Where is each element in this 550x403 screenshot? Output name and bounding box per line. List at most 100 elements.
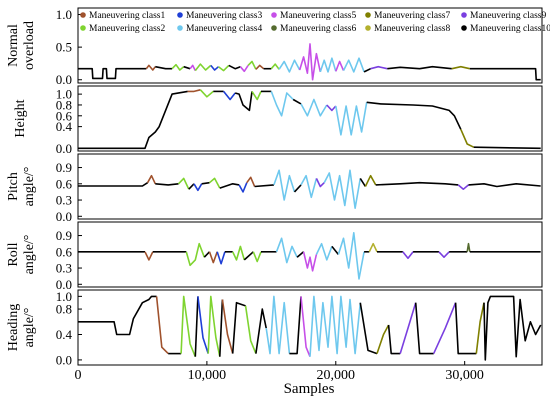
series-segment-class10 xyxy=(201,181,210,185)
series-segment-class10 xyxy=(78,90,188,150)
series-segment-class7 xyxy=(451,65,470,70)
legend-label: Maneuvering class9 xyxy=(470,11,546,21)
y-tick-label: 0.3 xyxy=(56,193,72,208)
legend-marker xyxy=(365,25,371,31)
series-segment-class2 xyxy=(177,177,190,190)
legend-marker xyxy=(461,12,467,18)
panel-5: 0.0 0.4 0.81.0 Heading angle/° xyxy=(6,289,543,367)
panel-4: 0.00.3 0.60.9 Roll angle/° xyxy=(6,221,543,292)
y-axis-label: angle/° xyxy=(22,235,37,275)
legend-item-class5: Maneuvering class5 xyxy=(271,11,356,21)
x-tick-label: 10,000 xyxy=(188,368,227,383)
y-tick-label: 0.9 xyxy=(56,160,72,175)
series-segment-class10 xyxy=(469,67,541,81)
series-segment-class2 xyxy=(251,90,262,101)
series-segment-class4 xyxy=(315,242,333,261)
series-segment-class9 xyxy=(438,251,450,258)
series-segment-class10 xyxy=(219,299,224,357)
series-segment-class10 xyxy=(387,65,452,70)
y-tick-label: 0.9 xyxy=(56,228,72,243)
series-segment-class10 xyxy=(203,251,211,258)
legend-marker xyxy=(80,25,86,31)
series-segment-class2 xyxy=(171,63,185,71)
panel-2: 0.0 0.40.60.81.0 Height xyxy=(13,85,543,156)
series-segment-class1 xyxy=(144,251,154,261)
legend-marker xyxy=(365,12,371,18)
legend-marker xyxy=(461,25,467,31)
series-group xyxy=(78,43,541,81)
series-segment-class7 xyxy=(364,174,377,187)
series-segment-class4 xyxy=(273,169,296,201)
series-segment-class5 xyxy=(300,296,311,358)
series-segment-class4 xyxy=(337,232,365,280)
series-segment-class1 xyxy=(246,176,256,187)
panel-3: 0.00.3 0.60.9 Pitch angle/° xyxy=(6,153,543,224)
series-segment-class8 xyxy=(368,242,378,253)
y-tick-label: 0.0 xyxy=(56,72,72,87)
panel-frame xyxy=(77,221,543,288)
series-segment-class10 xyxy=(363,67,371,73)
y-tick-label: 1.0 xyxy=(56,289,72,304)
series-segment-class5 xyxy=(298,43,322,81)
series-segment-class1 xyxy=(187,89,201,93)
y-tick-label: 1.0 xyxy=(56,87,72,102)
series-segment-class3 xyxy=(197,296,209,354)
series-segment-class2 xyxy=(252,251,262,263)
y-axis-label: Roll xyxy=(6,242,21,266)
series-segment-class10 xyxy=(292,98,302,105)
series-segment-class4 xyxy=(300,98,328,117)
series-segment-class4 xyxy=(300,174,318,199)
legend-label: Maneuvering class4 xyxy=(186,24,262,34)
series-segment-class2 xyxy=(194,63,212,72)
series-segment-class2 xyxy=(208,177,221,189)
y-tick-label: 0.5 xyxy=(56,40,72,55)
series-segment-class1 xyxy=(255,64,265,70)
series-segment-class7 xyxy=(475,302,485,354)
y-tick-label: 0.4 xyxy=(56,119,73,134)
series-segment-class10 xyxy=(375,181,459,186)
series-segment-class10 xyxy=(188,183,195,190)
legend-label: Maneuvering class6 xyxy=(280,24,356,34)
y-axis-label: angle/° xyxy=(22,308,37,348)
series-segment-class2 xyxy=(270,63,280,70)
series-segment-class9 xyxy=(315,178,325,188)
series-segment-class10 xyxy=(78,182,149,187)
series-segment-class10 xyxy=(231,301,246,354)
y-axis-label: Pitch xyxy=(6,172,21,201)
series-segment-class3 xyxy=(238,182,248,193)
series-segment-class2 xyxy=(218,64,230,72)
legend-label: Maneuvering class8 xyxy=(374,24,450,34)
series-group xyxy=(78,232,541,280)
y-axis-label: Height xyxy=(13,99,28,137)
series-group xyxy=(78,169,541,209)
series-segment-class4 xyxy=(335,102,368,136)
y-tick-label: 0.6 xyxy=(56,108,73,123)
series-segment-class10 xyxy=(243,251,254,261)
series-segment-class10 xyxy=(359,302,378,355)
series-segment-class9 xyxy=(457,184,470,190)
series-segment-class10 xyxy=(219,183,240,189)
series-segment-class2 xyxy=(247,60,257,70)
legend-label: Maneuvering class2 xyxy=(89,24,165,34)
series-segment-class4 xyxy=(342,57,365,73)
x-tick-label: 20,000 xyxy=(317,368,356,383)
legend-item-class6: Maneuvering class6 xyxy=(271,24,356,34)
series-segment-class4 xyxy=(319,57,337,73)
legend-marker xyxy=(177,25,183,31)
legend-item-class7: Maneuvering class7 xyxy=(365,11,450,21)
y-tick-label: 0.6 xyxy=(56,244,73,259)
series-segment-class10 xyxy=(228,64,241,70)
series-segment-class10 xyxy=(155,65,173,70)
legend-item-class10: Maneuvering class10 xyxy=(461,24,550,34)
series-segment-class10 xyxy=(254,184,274,188)
x-tick-label: 30,000 xyxy=(445,368,484,383)
series-segment-class10 xyxy=(155,183,179,186)
series-segment-class4 xyxy=(265,295,291,355)
legend-item-class2: Maneuvering class2 xyxy=(80,24,165,34)
y-tick-label: 0.8 xyxy=(56,97,72,112)
series-segment-class5 xyxy=(335,60,345,72)
series-segment-class10 xyxy=(78,67,147,80)
series-group xyxy=(78,295,542,361)
